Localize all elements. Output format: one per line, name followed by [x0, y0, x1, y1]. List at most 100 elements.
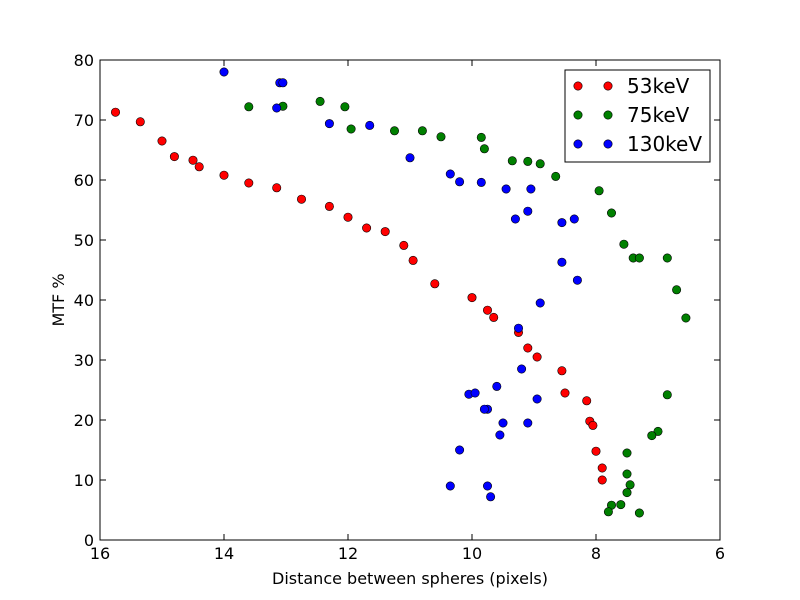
- point-130keV-29: [495, 430, 505, 440]
- point-75keV-24: [647, 431, 657, 441]
- point-75keV-15: [606, 208, 616, 218]
- point-53keV-3: [169, 152, 179, 162]
- point-53keV-4: [188, 155, 198, 165]
- point-53keV-16: [430, 279, 440, 289]
- point-75keV-5: [389, 126, 399, 136]
- legend-marker-130keV-b: [603, 139, 613, 149]
- legend-marker-53keV-b: [603, 81, 613, 91]
- legend: 53keV 75keV 130keV: [564, 69, 711, 163]
- point-75keV-28: [622, 488, 632, 498]
- point-75keV-0: [244, 102, 254, 112]
- point-75keV-22: [662, 390, 672, 400]
- point-130keV-33: [486, 492, 496, 502]
- x-tick-label: 10: [462, 544, 482, 563]
- point-53keV-27: [588, 420, 598, 430]
- point-130keV-31: [445, 481, 455, 491]
- point-75keV-27: [625, 480, 635, 490]
- point-75keV-26: [622, 469, 632, 479]
- y-tick-label: 40: [74, 291, 94, 310]
- point-130keV-27: [498, 418, 508, 428]
- legend-box: [564, 69, 711, 163]
- point-75keV-25: [622, 448, 632, 458]
- point-75keV-23: [653, 426, 663, 436]
- point-130keV-0: [219, 67, 229, 77]
- point-53keV-30: [597, 475, 607, 485]
- point-130keV-13: [523, 206, 533, 216]
- x-tick-label: 12: [338, 544, 358, 563]
- y-tick-label: 0: [84, 531, 94, 550]
- x-tick-label: 16: [90, 544, 110, 563]
- point-53keV-12: [362, 223, 372, 233]
- legend-marker-130keV-a: [573, 139, 583, 149]
- y-tick-label: 80: [74, 51, 94, 70]
- point-53keV-2: [157, 136, 167, 146]
- point-75keV-19: [662, 253, 672, 263]
- point-53keV-21: [523, 343, 533, 353]
- point-75keV-7: [436, 132, 446, 142]
- point-75keV-30: [616, 500, 626, 510]
- point-130keV-7: [445, 169, 455, 179]
- x-axis-label: Distance between spheres (pixels): [272, 569, 548, 588]
- point-75keV-2: [315, 96, 325, 106]
- legend-label-130keV: 130keV: [627, 132, 702, 156]
- point-130keV-16: [557, 257, 567, 267]
- legend-marker-75keV-a: [573, 110, 583, 120]
- point-130keV-2: [278, 78, 288, 88]
- point-130keV-19: [513, 323, 523, 333]
- point-75keV-11: [523, 156, 533, 166]
- point-53keV-24: [560, 388, 570, 398]
- point-130keV-28: [523, 418, 533, 428]
- point-75keV-13: [551, 171, 561, 181]
- y-tick-label: 10: [74, 471, 94, 490]
- point-130keV-26: [479, 404, 489, 414]
- point-130keV-11: [526, 184, 536, 194]
- legend-marker-75keV-b: [603, 110, 613, 120]
- point-130keV-30: [455, 445, 465, 455]
- point-130keV-14: [569, 214, 579, 224]
- point-130keV-23: [470, 388, 480, 398]
- point-53keV-9: [296, 194, 306, 204]
- x-tick-label: 8: [591, 544, 601, 563]
- point-130keV-24: [532, 394, 542, 404]
- point-130keV-9: [476, 177, 486, 187]
- point-53keV-6: [219, 170, 229, 180]
- point-75keV-21: [681, 313, 691, 323]
- y-tick-label: 70: [74, 111, 94, 130]
- point-75keV-16: [619, 239, 629, 249]
- point-75keV-9: [479, 144, 489, 154]
- data-points: [111, 67, 691, 518]
- point-53keV-8: [272, 183, 282, 193]
- y-axis-label: MTF %: [49, 273, 68, 326]
- point-75keV-4: [346, 124, 356, 134]
- point-53keV-18: [482, 305, 492, 315]
- point-130keV-17: [572, 275, 582, 285]
- point-53keV-11: [343, 212, 353, 222]
- point-130keV-5: [365, 120, 375, 130]
- point-75keV-18: [634, 253, 644, 263]
- point-53keV-0: [111, 107, 121, 117]
- point-53keV-25: [582, 396, 592, 406]
- legend-label-53keV: 53keV: [627, 74, 690, 98]
- point-130keV-20: [517, 364, 527, 374]
- point-130keV-8: [455, 177, 465, 187]
- point-75keV-31: [603, 507, 613, 517]
- point-130keV-4: [324, 119, 334, 129]
- point-53keV-7: [244, 178, 254, 188]
- point-130keV-32: [482, 481, 492, 491]
- point-53keV-1: [135, 117, 145, 127]
- x-tick-label: 14: [214, 544, 234, 563]
- point-130keV-10: [501, 184, 511, 194]
- legend-label-75keV: 75keV: [627, 103, 690, 127]
- point-53keV-28: [591, 446, 601, 456]
- y-tick-label: 50: [74, 231, 94, 250]
- legend-marker-53keV-a: [573, 81, 583, 91]
- point-75keV-14: [594, 186, 604, 196]
- point-130keV-18: [535, 298, 545, 308]
- y-tick-label: 30: [74, 351, 94, 370]
- point-75keV-10: [507, 156, 517, 166]
- point-130keV-21: [492, 381, 502, 391]
- point-53keV-5: [194, 162, 204, 172]
- point-53keV-19: [489, 312, 499, 322]
